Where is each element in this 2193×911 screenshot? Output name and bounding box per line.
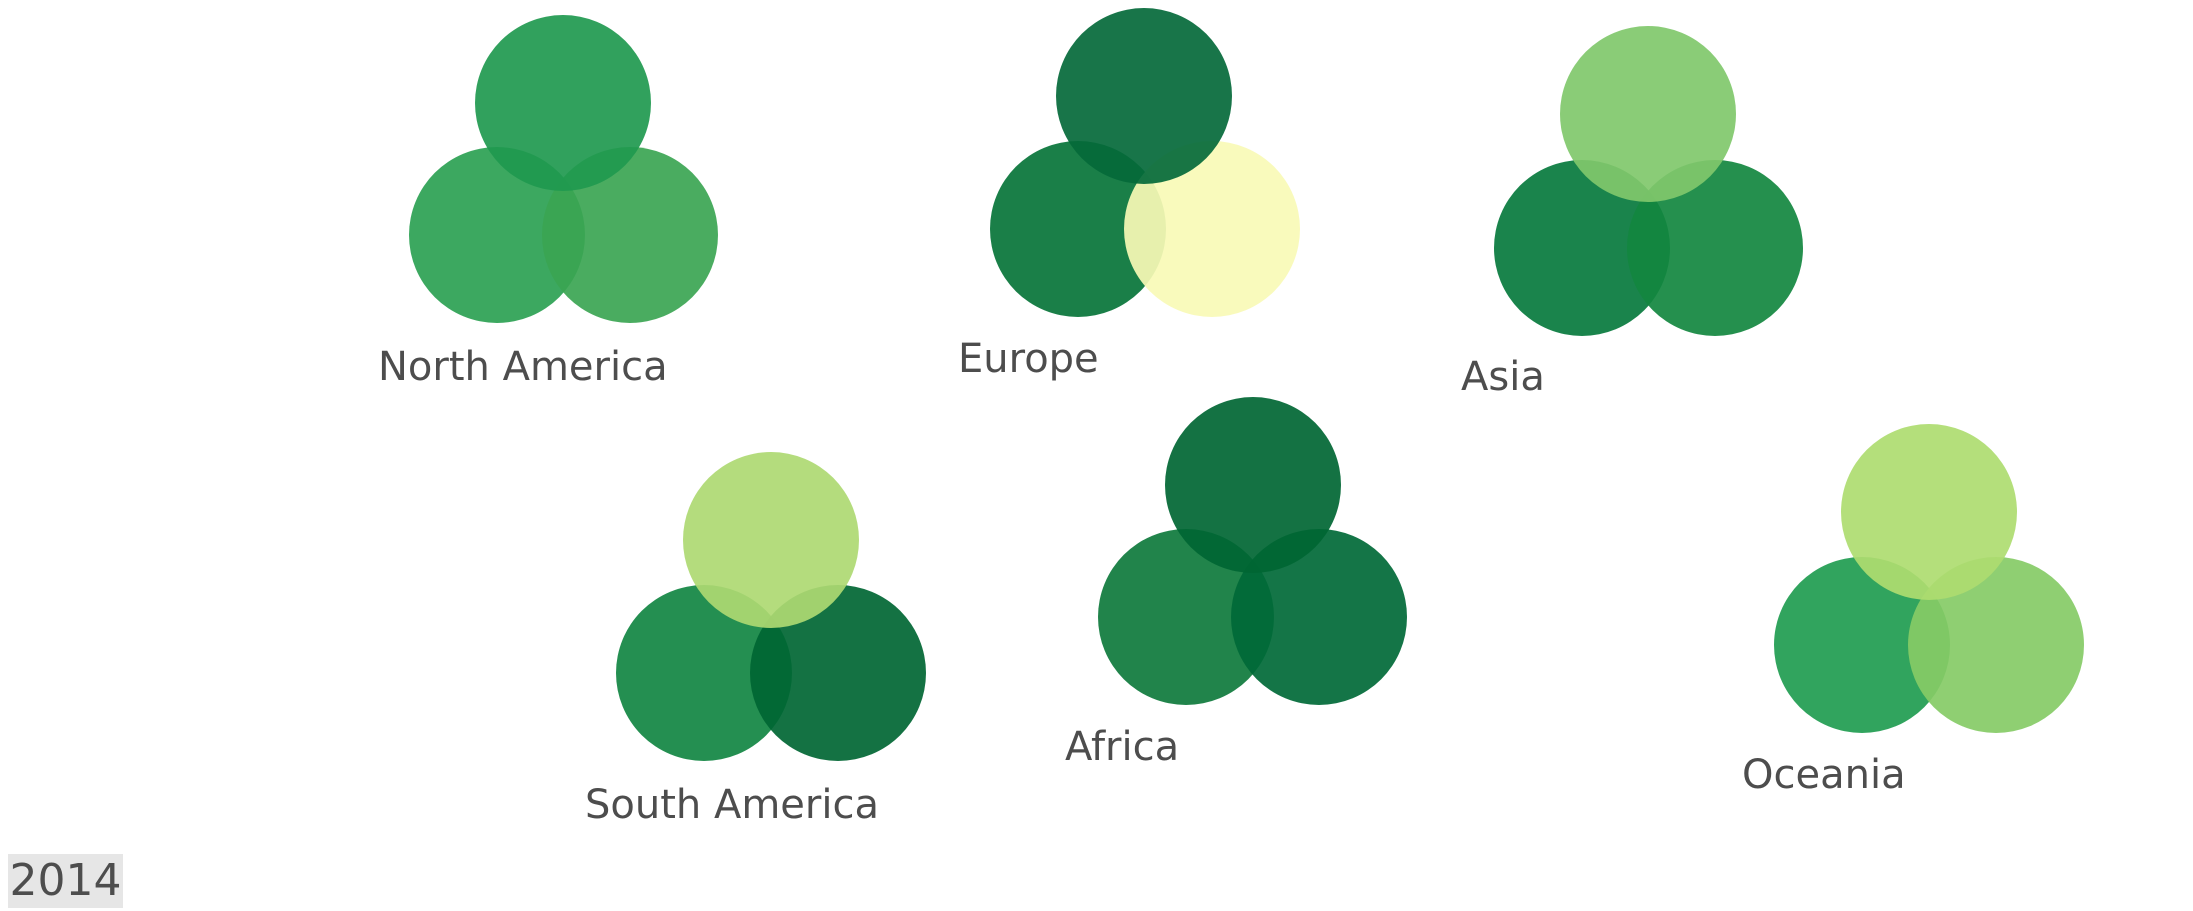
bubble-europe-1 xyxy=(1056,8,1232,184)
bubble-asia-2 xyxy=(1494,160,1670,336)
label-oceania: Oceania xyxy=(1742,752,1906,798)
bubble-africa-1 xyxy=(1165,397,1341,573)
cluster-oceania: Oceania xyxy=(1742,424,2084,798)
label-asia: Asia xyxy=(1461,354,1545,400)
cluster-south-america: South America xyxy=(585,452,926,828)
bubble-south-america-3 xyxy=(750,585,926,761)
label-south-america: South America xyxy=(585,782,879,828)
bubble-south-america-1 xyxy=(683,452,859,628)
cluster-europe: Europe xyxy=(958,8,1300,382)
label-north-america: North America xyxy=(378,344,668,390)
bubble-africa-2 xyxy=(1098,529,1274,705)
bubble-north-america-3 xyxy=(542,147,718,323)
label-africa: Africa xyxy=(1065,724,1179,770)
bubble-south-america-2 xyxy=(616,585,792,761)
cluster-africa: Africa xyxy=(1065,397,1407,770)
label-europe: Europe xyxy=(958,336,1099,382)
bubble-north-america-2 xyxy=(409,147,585,323)
bubble-africa-3 xyxy=(1231,529,1407,705)
bubble-europe-2 xyxy=(990,141,1166,317)
bubble-oceania-2 xyxy=(1774,557,1950,733)
bubble-oceania-3 xyxy=(1908,557,2084,733)
bubble-north-america-1 xyxy=(475,15,651,191)
bubble-europe-3 xyxy=(1124,141,1300,317)
cluster-asia: Asia xyxy=(1461,26,1803,400)
cluster-north-america: North America xyxy=(378,15,718,390)
bubble-asia-3 xyxy=(1627,160,1803,336)
bubble-oceania-1 xyxy=(1841,424,2017,600)
year-badge: 2014 xyxy=(8,854,123,908)
bubble-asia-1 xyxy=(1560,26,1736,202)
